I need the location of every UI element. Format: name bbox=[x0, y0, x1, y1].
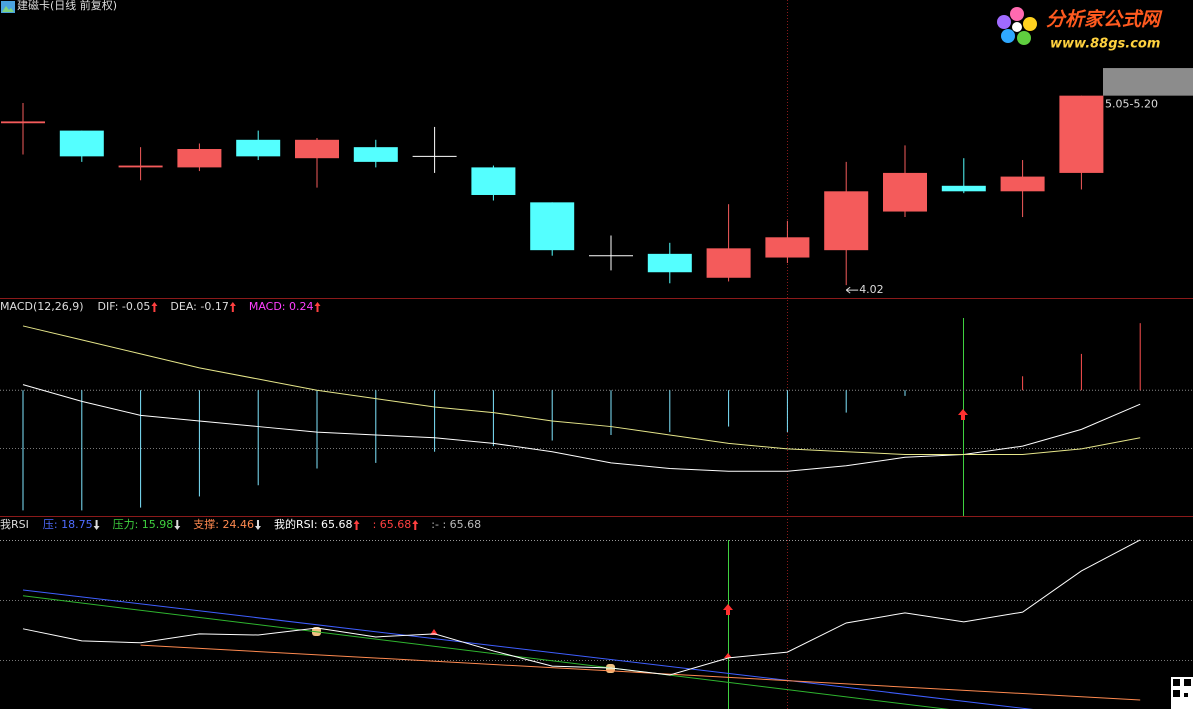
logo: 分析家公式网 www.88gs.com bbox=[997, 7, 1163, 52]
trend-line bbox=[22, 589, 1034, 709]
logo-petal bbox=[997, 15, 1011, 29]
candle-body bbox=[530, 202, 575, 251]
candle-body bbox=[59, 130, 104, 157]
candle-body bbox=[236, 139, 281, 157]
range-box bbox=[1103, 68, 1193, 96]
legend-arrow bbox=[314, 302, 321, 312]
legend-label: 我RSI bbox=[0, 518, 29, 531]
signal-arrow bbox=[958, 409, 968, 420]
qr-block bbox=[1184, 679, 1191, 686]
rsi-line bbox=[22, 539, 1141, 676]
candle-body bbox=[941, 185, 986, 192]
legend-arrow bbox=[174, 520, 181, 530]
legend-label: :- : 65.68 bbox=[431, 518, 481, 531]
app-icon-shape bbox=[2, 6, 14, 12]
legend-label: 压力: 15.98 bbox=[113, 518, 174, 531]
legend-label: MACD: 0.24 bbox=[249, 300, 314, 313]
legend-arrow bbox=[151, 302, 158, 312]
chart-title: 建磁卡(日线 前复权) bbox=[17, 0, 117, 12]
logo-text: 分析家公式网 bbox=[1046, 9, 1163, 31]
logo-center bbox=[1012, 22, 1022, 32]
candle-body bbox=[883, 172, 927, 212]
legend-label: 我的RSI: 65.68 bbox=[274, 517, 353, 531]
logo-petal bbox=[1023, 17, 1037, 31]
logo-site: www.88gs.com bbox=[1050, 37, 1160, 52]
low-arrow bbox=[845, 286, 859, 294]
legend-label: : 65.68 bbox=[373, 518, 412, 531]
logo-petal bbox=[1017, 31, 1031, 45]
qr-block bbox=[1184, 693, 1188, 697]
candle-body bbox=[1059, 95, 1104, 173]
range-label: 5.05-5.20 bbox=[1105, 98, 1158, 111]
legend-label: 支撑: 24.46 bbox=[193, 517, 254, 531]
legend-arrow bbox=[229, 302, 236, 312]
candle-body bbox=[177, 149, 222, 168]
candle-body bbox=[118, 165, 163, 168]
macd-line bbox=[22, 325, 1141, 456]
candle-body bbox=[353, 147, 398, 162]
legend-label: MACD(12,26,9) bbox=[0, 300, 84, 313]
candle-body bbox=[471, 167, 516, 195]
legend-arrow bbox=[353, 520, 360, 530]
candle-body bbox=[706, 248, 751, 278]
logo-petal bbox=[1010, 7, 1024, 21]
candle-body bbox=[765, 237, 810, 258]
low-label: 4.02 bbox=[859, 283, 884, 296]
legend-arrow bbox=[93, 520, 100, 530]
qr-block bbox=[1173, 690, 1180, 697]
rsi-plot bbox=[22, 539, 1141, 709]
signal-arrow bbox=[724, 653, 732, 658]
trend-line bbox=[22, 595, 950, 709]
logo-petal bbox=[1001, 29, 1015, 43]
legend-arrow bbox=[254, 520, 261, 530]
legend-label: 压: 18.75 bbox=[43, 518, 93, 531]
candle-body bbox=[295, 139, 339, 159]
candle-body bbox=[824, 191, 869, 251]
legend-arrow bbox=[412, 520, 419, 530]
trend-line bbox=[140, 644, 1141, 701]
candle-body bbox=[1000, 176, 1045, 192]
candle-body bbox=[647, 253, 692, 273]
qr-block bbox=[1173, 679, 1180, 686]
candle-body bbox=[1, 121, 45, 124]
signal-arrow bbox=[723, 604, 733, 615]
legend-label: DEA: -0.17 bbox=[170, 300, 228, 313]
legend-label: DIF: -0.05 bbox=[98, 300, 151, 313]
